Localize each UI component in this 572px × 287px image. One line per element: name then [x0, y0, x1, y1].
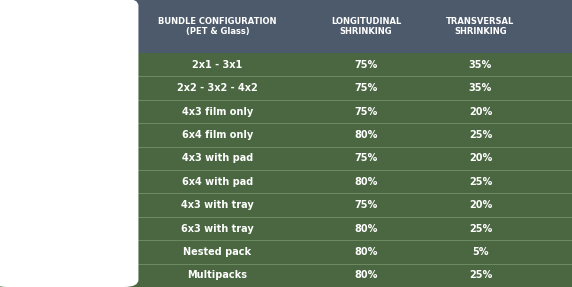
Text: 75%: 75%	[355, 200, 378, 210]
Text: BUNDLE CONFIGURATION
(PET & Glass): BUNDLE CONFIGURATION (PET & Glass)	[158, 17, 277, 36]
Text: 5%: 5%	[472, 247, 488, 257]
FancyBboxPatch shape	[0, 147, 572, 170]
Text: 4x3 with tray: 4x3 with tray	[181, 200, 254, 210]
Text: 35%: 35%	[469, 83, 492, 93]
Text: 20%: 20%	[469, 200, 492, 210]
Text: 80%: 80%	[355, 130, 378, 140]
Text: TRANSVERSAL
SHRINKING: TRANSVERSAL SHRINKING	[446, 17, 515, 36]
Text: 4x3 with pad: 4x3 with pad	[182, 153, 253, 163]
FancyBboxPatch shape	[0, 100, 572, 123]
Text: 6x4 with pad: 6x4 with pad	[182, 177, 253, 187]
Text: 80%: 80%	[355, 177, 378, 187]
Text: Nested pack: Nested pack	[183, 247, 252, 257]
Text: 2x2 - 3x2 - 4x2: 2x2 - 3x2 - 4x2	[177, 83, 258, 93]
Text: 80%: 80%	[355, 224, 378, 234]
FancyBboxPatch shape	[0, 170, 572, 193]
FancyBboxPatch shape	[0, 193, 572, 217]
Text: 75%: 75%	[355, 83, 378, 93]
FancyBboxPatch shape	[0, 0, 572, 53]
FancyBboxPatch shape	[0, 263, 572, 287]
FancyBboxPatch shape	[0, 123, 572, 147]
Text: 6x3 with tray: 6x3 with tray	[181, 224, 254, 234]
Text: 25%: 25%	[469, 270, 492, 280]
Text: 25%: 25%	[469, 130, 492, 140]
Text: 2x1 - 3x1: 2x1 - 3x1	[192, 60, 243, 70]
Text: LONGITUDINAL
SHRINKING: LONGITUDINAL SHRINKING	[331, 17, 401, 36]
Text: 35%: 35%	[469, 60, 492, 70]
FancyBboxPatch shape	[0, 0, 138, 287]
Text: 20%: 20%	[469, 106, 492, 117]
Text: 75%: 75%	[355, 60, 378, 70]
Text: 20%: 20%	[469, 153, 492, 163]
Text: 75%: 75%	[355, 106, 378, 117]
FancyBboxPatch shape	[0, 53, 572, 77]
FancyBboxPatch shape	[0, 240, 572, 263]
FancyBboxPatch shape	[0, 217, 572, 240]
Text: 25%: 25%	[469, 177, 492, 187]
Text: 80%: 80%	[355, 247, 378, 257]
Text: 80%: 80%	[355, 270, 378, 280]
Text: Multipacks: Multipacks	[188, 270, 247, 280]
FancyBboxPatch shape	[0, 77, 572, 100]
Text: 4x3 film only: 4x3 film only	[182, 106, 253, 117]
Text: 25%: 25%	[469, 224, 492, 234]
Text: 6x4 film only: 6x4 film only	[182, 130, 253, 140]
Text: 75%: 75%	[355, 153, 378, 163]
